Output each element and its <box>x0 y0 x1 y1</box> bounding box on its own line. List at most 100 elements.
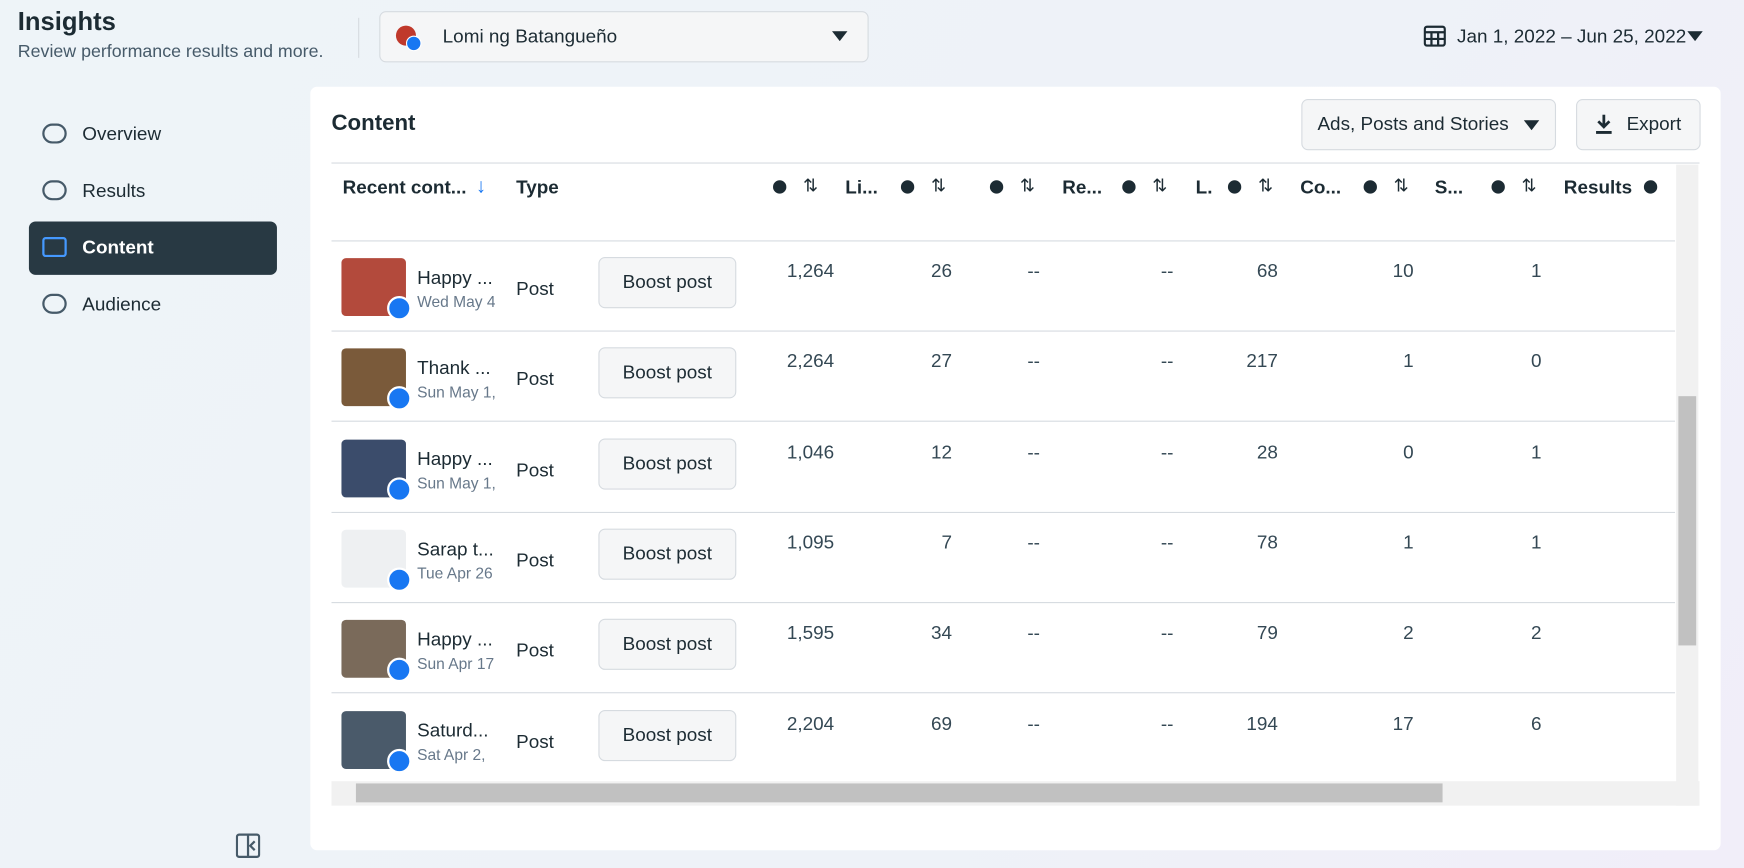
metric: 27 <box>931 350 953 373</box>
table-body: Recent cont... Type Li... Re... L. Co... S... R… <box>331 164 1699 807</box>
column-header[interactable]: Results <box>1563 176 1633 199</box>
info-icon <box>773 180 787 194</box>
metric: 79 <box>1256 622 1278 644</box>
metric: 1,264 <box>786 260 835 282</box>
metric: 2 <box>1403 622 1414 644</box>
filter-label: Ads, Posts and Stories <box>1317 113 1509 135</box>
export-label: Export <box>1626 113 1682 135</box>
post-title: Happy ... <box>417 448 493 470</box>
row-divider <box>331 601 1676 604</box>
table: Recent cont... Type Li... Re... L. Co... S... R… <box>331 162 1700 807</box>
metric: 6 <box>1531 712 1542 734</box>
metric: 2,204 <box>786 712 835 734</box>
post-title: Happy ... <box>417 267 493 289</box>
row-divider <box>331 692 1676 694</box>
content-card: Content Ads, Posts and Stories Export Re… <box>310 86 1721 851</box>
nav-item[interactable]: Content <box>28 221 277 275</box>
metric: 1 <box>1531 531 1542 553</box>
filter-button[interactable]: Ads, Posts and Stories <box>1301 99 1557 151</box>
divider <box>358 17 360 58</box>
boost-button[interactable]: Boost post <box>598 528 737 580</box>
section-title: Content <box>331 111 416 136</box>
nav-item[interactable]: Results <box>29 165 277 218</box>
nav-label: Content <box>82 237 154 259</box>
post-type: Post <box>516 640 554 662</box>
post-type: Post <box>516 278 554 300</box>
boost-button[interactable]: Boost post <box>598 618 737 671</box>
boost-button[interactable]: Boost post <box>598 257 737 309</box>
nav-icon <box>42 180 67 201</box>
metric: -- <box>1027 531 1040 553</box>
export-button[interactable]: Export <box>1576 99 1701 151</box>
sort-icon: ⇅ <box>1152 176 1168 196</box>
boost-button[interactable]: Boost post <box>598 347 737 399</box>
title: Insights <box>17 6 116 36</box>
fb-badge <box>387 657 412 683</box>
post-title: Sarap t... <box>417 538 494 560</box>
column-header[interactable]: Type <box>516 176 559 199</box>
metric: -- <box>1160 441 1174 463</box>
page-selector[interactable]: Lomi ng Batangueño <box>379 11 869 63</box>
metric: -- <box>1027 441 1040 463</box>
metric: 1 <box>1403 350 1414 373</box>
post-date: Sat Apr 2, <box>417 745 486 763</box>
post-type: Post <box>516 549 554 571</box>
nav-item[interactable]: Overview <box>29 108 277 161</box>
sort-icon: ⇅ <box>930 176 946 196</box>
nav-label: Results <box>82 180 146 202</box>
sort-icon: ⇅ <box>1257 176 1273 196</box>
post-title: Happy ... <box>417 628 493 651</box>
metric: 1 <box>1531 441 1542 463</box>
date-range[interactable]: Jan 1, 2022 – Jun 25, 2022 <box>1457 25 1687 47</box>
column-header[interactable]: Re... <box>1062 176 1103 199</box>
boost-button[interactable]: Boost post <box>598 437 737 490</box>
sort-arrow: ↓ <box>476 174 487 197</box>
boost-button[interactable]: Boost post <box>598 709 737 761</box>
h-scrollbar[interactable] <box>331 781 1700 806</box>
post-date: Sun Apr 17 <box>417 654 495 673</box>
column-header[interactable]: S... <box>1434 176 1464 199</box>
v-scrollbar[interactable] <box>1676 164 1699 806</box>
page-name: Lomi ng Batangueño <box>442 25 618 47</box>
column-header[interactable]: Co... <box>1300 176 1342 199</box>
post-date: Sun May 1, <box>417 473 495 492</box>
collapse-icon[interactable] <box>235 833 261 858</box>
fb-badge <box>405 35 422 52</box>
post-type: Post <box>516 368 554 390</box>
metric: 0 <box>1531 350 1542 373</box>
metric: 69 <box>931 712 953 734</box>
caret <box>831 31 848 42</box>
metric: 1,095 <box>786 531 835 553</box>
post-type: Post <box>516 730 554 752</box>
metric: 0 <box>1403 441 1414 463</box>
caret <box>1687 31 1703 42</box>
subtitle: Review performance results and more. <box>17 42 324 62</box>
nav-icon <box>42 293 67 314</box>
sort-icon: ⇅ <box>1393 176 1409 196</box>
info-icon <box>1227 180 1242 194</box>
column-header[interactable]: Recent cont... <box>342 176 467 199</box>
metric: 1 <box>1531 260 1542 282</box>
metric: 78 <box>1256 531 1278 553</box>
download-icon <box>1596 114 1613 134</box>
metric: 28 <box>1256 441 1278 463</box>
nav-icon <box>42 123 67 144</box>
column-header[interactable]: Li... <box>845 176 878 199</box>
metric: 34 <box>931 622 953 644</box>
nav-icon <box>42 237 67 258</box>
nav-label: Audience <box>82 293 162 315</box>
nav-item[interactable]: Audience <box>29 278 277 331</box>
post-date: Tue Apr 26 <box>417 564 493 582</box>
metric: 17 <box>1392 712 1414 734</box>
fb-badge <box>387 476 412 502</box>
metric: 2 <box>1531 622 1542 644</box>
metric: 2,264 <box>786 350 835 373</box>
nav-label: Overview <box>82 123 162 145</box>
post-title: Saturd... <box>417 719 489 741</box>
metric: 217 <box>1246 350 1278 373</box>
row-divider <box>331 240 1676 242</box>
metric: -- <box>1160 531 1174 553</box>
column-header[interactable]: L. <box>1195 176 1213 199</box>
post-type: Post <box>516 459 554 481</box>
